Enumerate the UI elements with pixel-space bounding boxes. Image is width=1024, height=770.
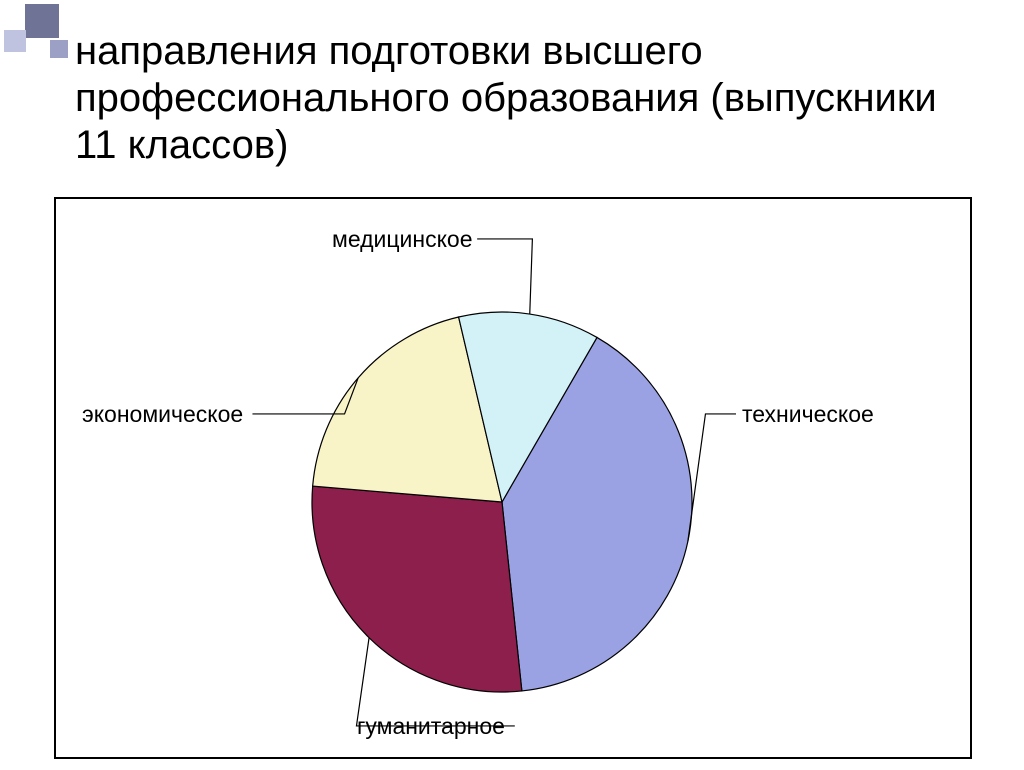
chart-container: техническое гуманитарное экономическое меди… (54, 197, 972, 759)
pie-slice (312, 486, 522, 692)
slice-label: техническое (742, 401, 874, 427)
slice-label: экономическое (82, 401, 243, 427)
leader-line (477, 239, 532, 314)
slice-label: медицинское (332, 226, 473, 252)
slice-label: гуманитарное (357, 713, 505, 739)
leader-line (688, 414, 736, 542)
pie-chart: техническое гуманитарное экономическое меди… (2, 2, 1024, 770)
